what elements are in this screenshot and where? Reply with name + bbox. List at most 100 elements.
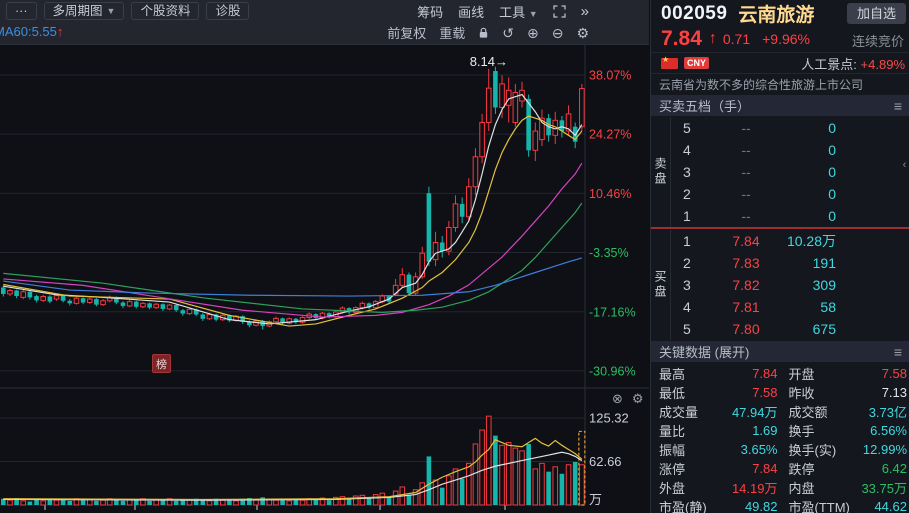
key-data-item: 最高 7.84 (651, 364, 781, 383)
tools-button[interactable]: 工具 ▼ (499, 2, 538, 21)
menu-icon[interactable]: ≡ (893, 97, 902, 114)
key-data-header: 关键数据 (展开) ≡ (651, 341, 909, 362)
expand-more-icon[interactable]: » (580, 3, 589, 20)
order-book-row[interactable]: 4 -- 0 (671, 139, 909, 161)
key-data-label: 换手 (788, 424, 815, 439)
key-data-value: 3.73亿 (868, 405, 907, 420)
tools-label: 工具 (499, 5, 526, 20)
svg-text:10.46%: 10.46% (589, 187, 631, 201)
order-book-row[interactable]: 2 7.83 191 (671, 252, 909, 274)
key-data-item: 涨停 7.84 (651, 459, 781, 478)
volume: 0 (828, 164, 836, 180)
key-data-item: 市盈(TTM) 44.62 (781, 497, 909, 513)
svg-text:38.07%: 38.07% (589, 69, 631, 83)
zoom-out-icon[interactable]: ⊖ (551, 24, 564, 41)
key-data-label: 市盈(TTM) (788, 500, 850, 513)
bid-ask-divider (651, 227, 909, 229)
sell-side-label: 卖盘 (651, 117, 671, 227)
key-data-label: 最低 (659, 386, 686, 401)
price: -- (741, 208, 751, 224)
key-data-value: 3.65% (740, 442, 778, 457)
key-data-label: 成交量 (659, 405, 699, 420)
sell-levels: 卖盘 5 -- 0 4 -- 0 3 -- 0 2 -- 0 1 -- 0 (651, 117, 909, 227)
key-data-title[interactable]: 关键数据 (展开) (659, 345, 750, 360)
sector-label: 人工景点: (801, 56, 857, 72)
svg-text:24.27%: 24.27% (589, 128, 631, 142)
volume: 10.28万 (786, 233, 836, 249)
order-book-row[interactable]: 2 -- 0 (671, 183, 909, 205)
company-description: 云南省为数不多的综合性旅游上市公司 (651, 73, 909, 94)
lock-icon[interactable] (478, 27, 489, 39)
price: 7.84 (732, 233, 760, 249)
toolbar-row-2: MA60:5.55↑ 前复权 重载 ↺ ⊕ ⊖ ⚙ (0, 22, 649, 44)
volume: 0 (828, 120, 836, 136)
key-data-value: 7.58 (881, 366, 907, 381)
volume: 191 (812, 255, 836, 271)
key-data-value: 1.69 (752, 423, 778, 438)
order-book-row[interactable]: 1 -- 0 (671, 205, 909, 227)
key-data-label: 昨收 (788, 386, 815, 401)
adjust-mode-button[interactable]: 前复权 (387, 26, 427, 41)
key-data-label: 换手(实) (788, 443, 837, 458)
stock-info-button[interactable]: 个股资料 (131, 2, 200, 20)
order-book-row[interactable]: 1 7.84 10.28万 (671, 230, 909, 252)
add-watchlist-button[interactable]: 加自选 (846, 3, 906, 24)
level: 1 (683, 208, 691, 224)
order-book-row[interactable]: 3 -- 0 (671, 161, 909, 183)
diagnose-button[interactable]: 诊股 (206, 2, 250, 20)
price-change: 0.71 (722, 30, 751, 47)
settings-gear-icon[interactable]: ⚙ (631, 391, 644, 406)
stock-header: 002059 云南旅游 加自选 (651, 1, 909, 26)
sector-change: +4.89% (860, 56, 905, 72)
order-book-title: 买卖五档（手） (659, 99, 751, 114)
order-book-row[interactable]: 4 7.81 58 (671, 296, 909, 318)
draw-line-button[interactable]: 画线 (458, 5, 485, 20)
price: -- (741, 120, 751, 136)
volume: 0 (828, 142, 836, 158)
sell-rows: 5 -- 0 4 -- 0 3 -- 0 2 -- 0 1 -- 0 (671, 117, 909, 227)
ma60-indicator-label: MA60:5.55↑ (0, 24, 63, 39)
key-data-value: 14.19万 (731, 481, 778, 496)
key-data-item: 量比 1.69 (651, 421, 781, 440)
price: -- (741, 186, 751, 202)
sector-performance[interactable]: 人工景点: +4.89% (801, 54, 905, 73)
settings-gear-icon[interactable]: ⚙ (576, 24, 589, 41)
svg-text:万: 万 (589, 492, 602, 507)
panel-collapse-handle[interactable]: ‹ (902, 159, 907, 171)
reload-button[interactable]: 重载 (439, 26, 466, 41)
key-data-label: 内盘 (788, 481, 815, 496)
chips-button[interactable]: 筹码 (417, 5, 444, 20)
order-book-row[interactable]: 5 -- 0 (671, 117, 909, 139)
key-data-label: 跌停 (788, 462, 815, 477)
order-book-row[interactable]: 3 7.82 309 (671, 274, 909, 296)
price: 7.83 (732, 255, 760, 271)
chart-toolbar: ··· 多周期图 ▼ 个股资料 诊股 筹码 画线 工具 ▼ (0, 0, 649, 45)
more-button[interactable]: ··· (6, 2, 37, 20)
price: 7.80 (732, 321, 760, 337)
key-data-value: 44.62 (874, 499, 907, 513)
fullscreen-icon[interactable] (553, 5, 566, 18)
level: 5 (683, 321, 691, 337)
stock-info-label: 个股资料 (140, 4, 191, 18)
price-volume-chart[interactable]: 38.07% 24.27% 10.46% -3.35% -17.16% -30.96% 12… (0, 45, 649, 513)
key-data-value: 7.58 (752, 385, 778, 400)
key-data-item: 开盘 7.58 (781, 364, 909, 383)
svg-text:62.66: 62.66 (589, 454, 622, 469)
level: 5 (683, 120, 691, 136)
undo-icon[interactable]: ↺ (502, 24, 514, 41)
key-data-label: 最高 (659, 367, 686, 382)
menu-icon[interactable]: ≡ (893, 343, 902, 360)
buy-rows: 1 7.84 10.28万 2 7.83 191 3 7.82 309 4 7.81 58 5 7.80 6… (671, 230, 909, 340)
zoom-in-icon[interactable]: ⊕ (526, 24, 539, 41)
close-circle-icon[interactable]: ⊗ (612, 391, 623, 406)
chart-area: 38.07% 24.27% 10.46% -3.35% -17.16% -30.96% 12… (0, 45, 649, 513)
volume: 0 (828, 186, 836, 202)
order-book-row[interactable]: 5 7.80 675 (671, 318, 909, 340)
price: -- (741, 164, 751, 180)
volume: 309 (812, 277, 836, 293)
multi-period-button[interactable]: 多周期图 ▼ (43, 2, 125, 20)
buy-levels: 买盘 1 7.84 10.28万 2 7.83 191 3 7.82 309 4 7.81 58 5 7.… (651, 230, 909, 340)
dragon-tiger-list-badge[interactable]: 榜 (152, 354, 171, 373)
diagnose-label: 诊股 (215, 4, 241, 18)
price: -- (741, 142, 751, 158)
